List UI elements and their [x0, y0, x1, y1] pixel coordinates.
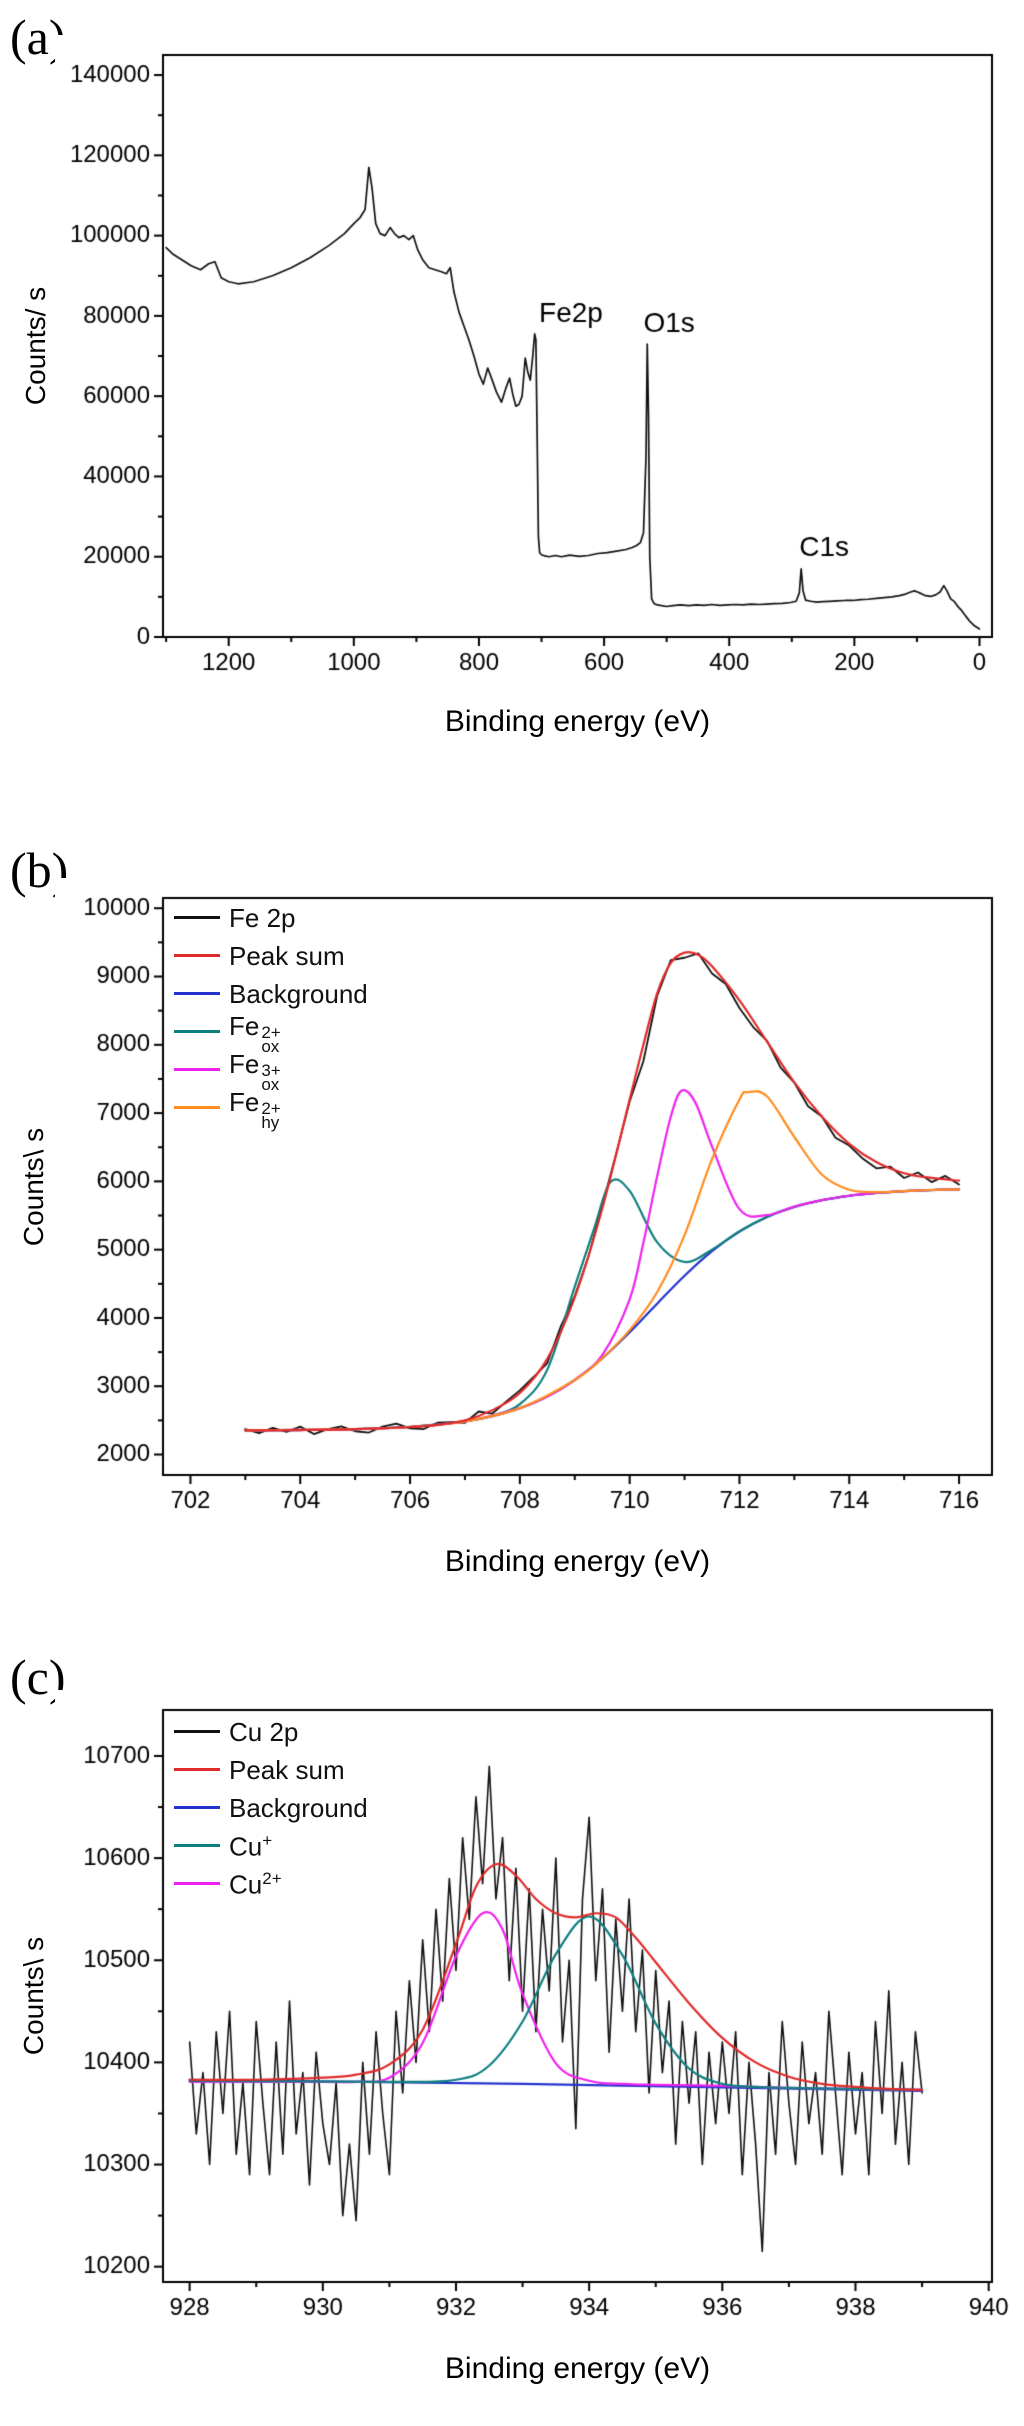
legend-swatch: [174, 1106, 220, 1109]
fe2p-legend: Fe 2p Peak sum Background Fe 2+ ox Fe 3+ ox Fe 2+ h…: [174, 903, 368, 1131]
legend-swatch: [174, 954, 220, 957]
legend-item: Fe 2+ hy: [174, 1089, 368, 1131]
legend-item: Background: [174, 979, 368, 1008]
legend-swatch: [174, 992, 220, 995]
cu2p-legend: Cu 2p Peak sum Background Cu+ Cu2+: [174, 1717, 368, 1898]
fe2p-spectrum-canvas: [55, 878, 1010, 1533]
legend-swatch: [174, 1068, 220, 1071]
panel-b-xlabel: Binding energy (eV): [444, 1545, 711, 1578]
legend-item: Fe 2+ ox: [174, 1013, 368, 1055]
panel-c-xlabel: Binding energy (eV): [444, 2352, 711, 2385]
legend-label: Background: [229, 1792, 368, 1823]
cu2p-spectrum-canvas: [55, 1690, 1010, 2340]
legend-item: Peak sum: [174, 1755, 368, 1784]
panel-b-ylabel: Counts\ s: [18, 1127, 49, 1247]
legend-swatch: [174, 1730, 220, 1733]
legend-label: Fe 3+ ox: [229, 1048, 281, 1094]
legend-label: Background: [229, 978, 368, 1009]
panel-a-ylabel: Counts/ s: [20, 286, 51, 406]
legend-item: Peak sum: [174, 941, 368, 970]
legend-label: Cu+: [229, 1830, 273, 1862]
legend-swatch: [174, 916, 220, 919]
legend-label: Peak sum: [229, 1754, 345, 1785]
panel-c-ylabel: Counts\ s: [18, 1936, 49, 2056]
legend-swatch: [174, 1806, 220, 1809]
legend-item: Cu2+: [174, 1869, 368, 1898]
legend-label: Cu 2p: [229, 1716, 299, 1747]
legend-label: Fe 2p: [229, 902, 296, 933]
legend-label: Fe 2+ hy: [229, 1086, 281, 1132]
legend-item: Fe 3+ ox: [174, 1051, 368, 1093]
legend-swatch: [174, 1768, 220, 1771]
legend-label: Cu2+: [229, 1868, 282, 1900]
legend-item: Cu 2p: [174, 1717, 368, 1746]
legend-label: Peak sum: [229, 940, 345, 971]
survey-spectrum-canvas: [55, 35, 1010, 695]
legend-item: Cu+: [174, 1831, 368, 1860]
legend-swatch: [174, 1844, 220, 1847]
panel-a-xlabel: Binding energy (eV): [444, 705, 711, 738]
legend-label: Fe 2+ ox: [229, 1010, 281, 1056]
legend-item: Background: [174, 1793, 368, 1822]
legend-swatch: [174, 1882, 220, 1885]
legend-swatch: [174, 1030, 220, 1033]
legend-item: Fe 2p: [174, 903, 368, 932]
